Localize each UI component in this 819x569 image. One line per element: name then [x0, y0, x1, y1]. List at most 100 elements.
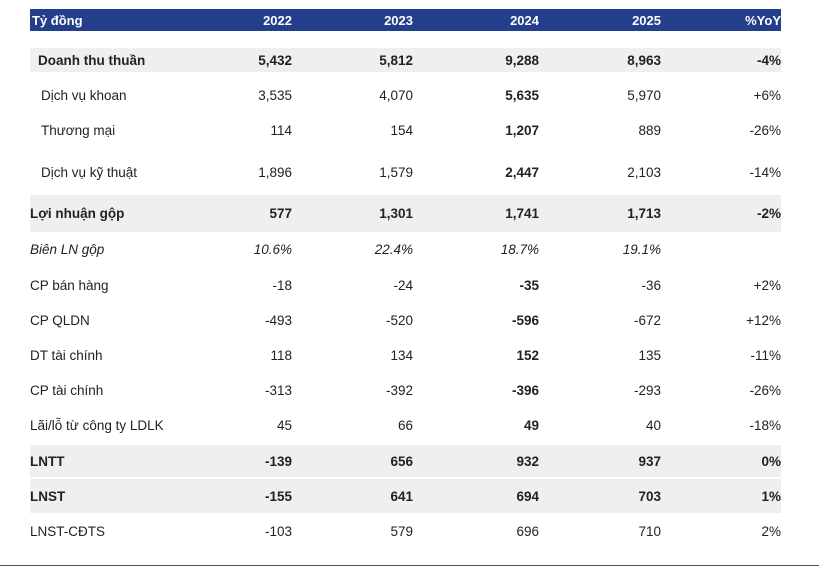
- cell-2024: 1,207: [505, 122, 539, 138]
- row-label: LNST: [30, 488, 66, 504]
- row-label: Dịch vụ kỹ thuật: [41, 164, 138, 180]
- cell-2022: -139: [264, 453, 292, 469]
- cell-2024: -596: [511, 312, 539, 328]
- cell-2023: -392: [385, 382, 413, 398]
- cell-2023: 154: [390, 122, 413, 138]
- cell-2025: 1,713: [627, 206, 661, 221]
- cell-2023: 66: [397, 417, 413, 433]
- table-row-revenue: Doanh thu thuần 5,432 5,812 9,288 8,963 …: [30, 48, 781, 72]
- cell-2022: 5,432: [258, 52, 292, 68]
- bottom-divider: [0, 565, 819, 566]
- row-label: Lợi nhuận gộp: [30, 206, 125, 221]
- cell-2024: 18.7%: [500, 241, 539, 257]
- table-row-financial-income: DT tài chính 118 134 152 135 -11%: [30, 343, 781, 367]
- cell-2025: 2,103: [627, 164, 661, 180]
- header-year-2022: 2022: [263, 12, 292, 28]
- cell-2023: 134: [390, 347, 413, 363]
- row-label: LNST-CĐTS: [30, 523, 106, 539]
- cell-2022: 3,535: [258, 87, 292, 103]
- cell-yoy: -18%: [749, 417, 781, 433]
- cell-2024: -396: [511, 382, 539, 398]
- cell-yoy: +12%: [746, 312, 781, 328]
- row-label: Dịch vụ khoan: [41, 87, 127, 103]
- cell-2022: 577: [269, 206, 292, 221]
- table-row-pbt: LNTT -139 656 932 937 0%: [30, 445, 781, 477]
- cell-2022: 45: [276, 417, 292, 433]
- cell-2024: 2,447: [505, 164, 539, 180]
- cell-2023: 1,579: [379, 164, 413, 180]
- cell-2025: -293: [633, 382, 661, 398]
- header-year-2025: 2025: [632, 12, 661, 28]
- cell-2025: -36: [641, 277, 661, 293]
- cell-2024: 1,741: [505, 206, 539, 221]
- table-row-admin-expense: CP QLDN -493 -520 -596 -672 +12%: [30, 308, 781, 332]
- cell-yoy: -14%: [749, 164, 781, 180]
- cell-2025: 19.1%: [622, 241, 661, 257]
- header-year-2024: 2024: [510, 12, 539, 28]
- cell-2022: -103: [264, 523, 292, 539]
- cell-2024: 694: [516, 488, 539, 504]
- cell-2023: 641: [390, 488, 413, 504]
- table-row-selling-expense: CP bán hàng -18 -24 -35 -36 +2%: [30, 273, 781, 297]
- row-label: Thương mại: [41, 122, 116, 138]
- cell-2025: 889: [638, 122, 661, 138]
- cell-2022: 10.6%: [253, 241, 292, 257]
- row-label: CP bán hàng: [30, 277, 109, 293]
- header-yoy: %YoY: [745, 12, 781, 28]
- cell-yoy: -4%: [756, 52, 781, 68]
- cell-2022: -313: [264, 382, 292, 398]
- cell-2023: 1,301: [379, 206, 413, 221]
- cell-2022: -493: [264, 312, 292, 328]
- cell-2023: 579: [390, 523, 413, 539]
- cell-2024: 696: [516, 523, 539, 539]
- header-year-2023: 2023: [384, 12, 413, 28]
- row-label: Lãi/lỗ từ công ty LDLK: [30, 417, 164, 433]
- table-row-pat: LNST -155 641 694 703 1%: [30, 479, 781, 513]
- cell-2024: 5,635: [505, 87, 539, 103]
- table-row-technical: Dịch vụ kỹ thuật 1,896 1,579 2,447 2,103…: [30, 160, 781, 184]
- header-unit-label: Tỷ đồng: [32, 12, 83, 28]
- cell-2023: -520: [385, 312, 413, 328]
- cell-2025: 8,963: [627, 52, 661, 68]
- cell-yoy: 1%: [761, 488, 781, 504]
- cell-2023: 22.4%: [374, 241, 413, 257]
- row-label: CP tài chính: [30, 382, 104, 398]
- cell-2023: 5,812: [379, 52, 413, 68]
- cell-yoy: +2%: [753, 277, 781, 293]
- cell-2025: 40: [645, 417, 661, 433]
- cell-2024: 152: [516, 347, 539, 363]
- cell-2022: 118: [270, 347, 292, 363]
- cell-2024: 49: [523, 417, 539, 433]
- table-row-drilling: Dịch vụ khoan 3,535 4,070 5,635 5,970 +6…: [30, 83, 781, 107]
- cell-2023: 4,070: [379, 87, 413, 103]
- cell-2025: 135: [638, 347, 661, 363]
- cell-yoy: 0%: [761, 453, 781, 469]
- table-header-row: Tỷ đồng 2022 2023 2024 2025 %YoY: [30, 9, 781, 31]
- table-row-gross-profit: Lợi nhuận gộp 577 1,301 1,741 1,713 -2%: [30, 195, 781, 232]
- cell-yoy: -26%: [749, 122, 781, 138]
- table-row-pat-parent: LNST-CĐTS -103 579 696 710 2%: [30, 519, 781, 543]
- cell-2025: 703: [638, 488, 661, 504]
- cell-2023: 656: [390, 453, 413, 469]
- table-row-trading: Thương mại 114 154 1,207 889 -26%: [30, 118, 781, 142]
- cell-2023: -24: [393, 277, 413, 293]
- table-row-gross-margin: Biên LN gộp 10.6% 22.4% 18.7% 19.1%: [30, 237, 781, 261]
- cell-2024: 9,288: [505, 52, 539, 68]
- row-label: Doanh thu thuần: [38, 52, 146, 68]
- cell-2022: 114: [270, 122, 292, 138]
- cell-2025: 5,970: [627, 87, 661, 103]
- cell-2022: 1,896: [258, 164, 292, 180]
- cell-2024: 932: [516, 453, 539, 469]
- row-label: CP QLDN: [30, 312, 90, 328]
- cell-2022: -155: [264, 488, 292, 504]
- cell-2024: -35: [519, 277, 539, 293]
- table-row-associates: Lãi/lỗ từ công ty LDLK 45 66 49 40 -18%: [30, 413, 781, 437]
- cell-yoy: -26%: [749, 382, 781, 398]
- cell-yoy: -11%: [750, 347, 781, 363]
- table-row-financial-expense: CP tài chính -313 -392 -396 -293 -26%: [30, 378, 781, 402]
- cell-yoy: 2%: [761, 523, 781, 539]
- cell-2025: 710: [638, 523, 661, 539]
- row-label: Biên LN gộp: [30, 241, 105, 257]
- cell-2025: -672: [633, 312, 661, 328]
- cell-2025: 937: [638, 453, 661, 469]
